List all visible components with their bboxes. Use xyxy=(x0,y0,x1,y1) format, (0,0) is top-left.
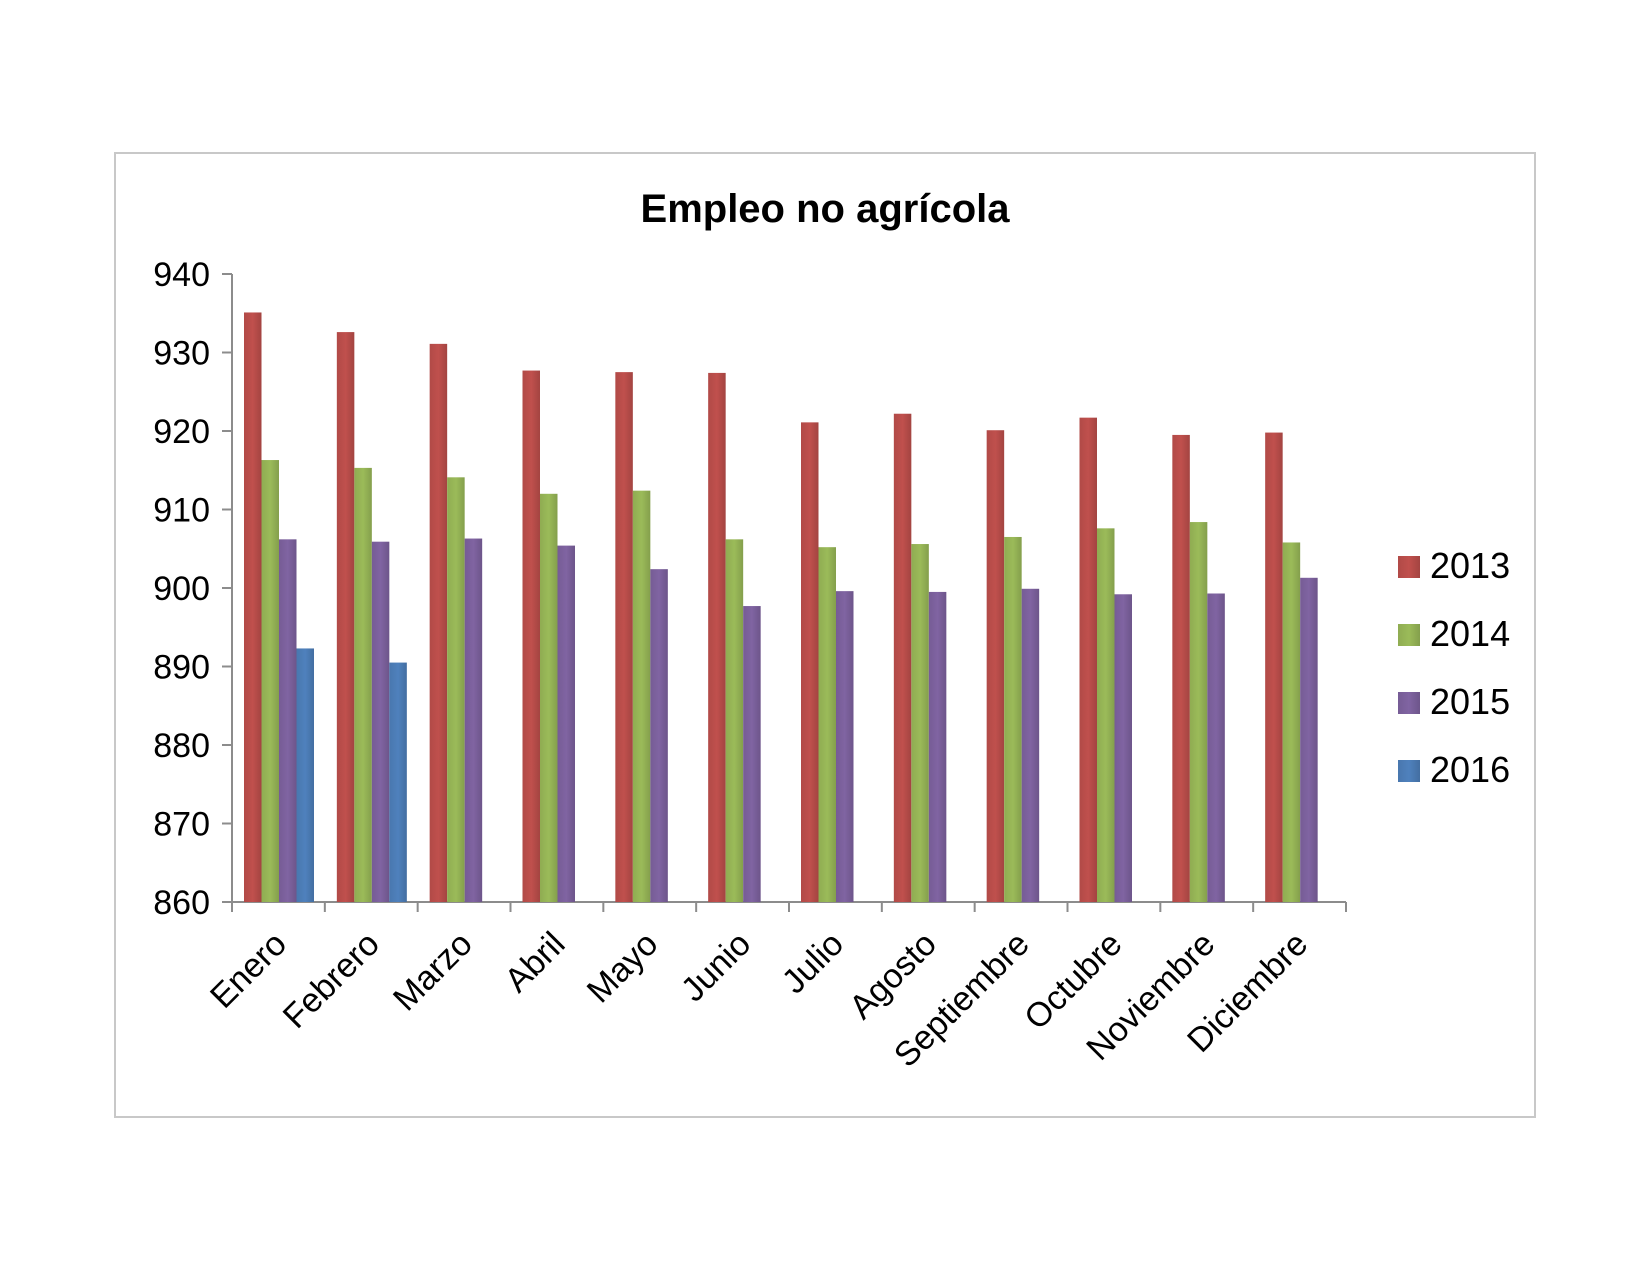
y-tick-label: 880 xyxy=(153,727,210,765)
bar-2014-julio xyxy=(818,547,836,902)
bar-2013-mayo xyxy=(615,372,633,902)
bar-2015-septiembre xyxy=(1021,588,1040,902)
bars xyxy=(244,312,1318,903)
bar-2015-febrero xyxy=(371,541,390,902)
y-tick-label: 930 xyxy=(153,335,210,373)
y-tick-label: 940 xyxy=(153,256,210,294)
y-tick-label: 920 xyxy=(153,413,210,451)
bar-2014-abril xyxy=(540,493,558,902)
bar-2015-octubre xyxy=(1114,594,1132,902)
legend-swatch xyxy=(1398,556,1420,578)
y-axis: 860 870 880 890 900 910 920 930 940 xyxy=(153,256,233,922)
bar-2015-noviembre xyxy=(1207,593,1225,902)
legend-label: 2013 xyxy=(1430,545,1510,586)
y-tick-label: 860 xyxy=(153,884,210,922)
bar-chart: Empleo no agrícola 860 870 880 890 900 910 920… xyxy=(153,187,1510,1075)
bar-2014-agosto xyxy=(911,544,929,902)
bar-2015-marzo xyxy=(464,538,483,902)
bar-2016-febrero xyxy=(389,662,407,902)
x-tick-label: Abril xyxy=(498,925,573,1000)
bar-2014-marzo xyxy=(447,477,465,902)
x-tick-label: Marzo xyxy=(386,925,480,1019)
legend-swatch xyxy=(1398,692,1420,714)
bar-2015-diciembre xyxy=(1300,577,1318,902)
bar-2013-enero xyxy=(244,312,262,903)
bar-2013-marzo xyxy=(429,343,448,902)
chart-title: Empleo no agrícola xyxy=(641,187,1011,231)
bar-2015-junio xyxy=(743,606,761,902)
y-tick-label: 890 xyxy=(153,649,210,687)
bar-2014-mayo xyxy=(632,490,651,902)
x-tick-label: Mayo xyxy=(580,925,666,1011)
bar-2016-enero xyxy=(296,648,314,902)
bar-2013-octubre xyxy=(1079,417,1097,902)
bar-2014-diciembre xyxy=(1282,542,1301,902)
chart-container: Empleo no agrícola 860 870 880 890 900 910 920… xyxy=(114,152,1536,1118)
bar-2013-junio xyxy=(708,372,726,902)
x-tick-label: Enero xyxy=(203,925,294,1016)
legend-label: 2015 xyxy=(1430,681,1510,722)
y-tick-label: 870 xyxy=(153,806,210,844)
x-tick-label: Junio xyxy=(674,925,758,1009)
bar-2013-agosto xyxy=(893,413,912,902)
bar-2015-julio xyxy=(836,591,854,902)
bar-2014-octubre xyxy=(1097,528,1115,902)
bar-2015-enero xyxy=(279,539,297,902)
bar-2013-diciembre xyxy=(1265,432,1283,902)
x-tick-label: Julio xyxy=(775,925,851,1001)
bar-2014-junio xyxy=(725,539,744,902)
bar-2015-agosto xyxy=(928,591,947,902)
bar-2013-septiembre xyxy=(986,430,1005,902)
bar-2015-mayo xyxy=(650,569,668,902)
bar-2014-enero xyxy=(261,460,279,902)
legend-label: 2016 xyxy=(1430,749,1510,790)
bar-2014-febrero xyxy=(354,467,372,902)
legend-swatch xyxy=(1398,624,1420,646)
bar-2013-noviembre xyxy=(1172,434,1190,902)
legend: 2013 2014 2015 2016 xyxy=(1398,545,1510,790)
y-tick-label: 900 xyxy=(153,570,210,608)
legend-swatch xyxy=(1398,760,1420,782)
bar-2013-julio xyxy=(801,422,819,902)
bar-2015-abril xyxy=(557,545,575,902)
bar-2014-noviembre xyxy=(1189,522,1208,902)
bar-2013-abril xyxy=(522,370,540,902)
x-tick-label: Febrero xyxy=(276,925,387,1036)
bar-2013-febrero xyxy=(336,332,355,903)
y-tick-label: 910 xyxy=(153,492,210,530)
bar-2014-septiembre xyxy=(1004,536,1022,902)
legend-label: 2014 xyxy=(1430,613,1510,654)
